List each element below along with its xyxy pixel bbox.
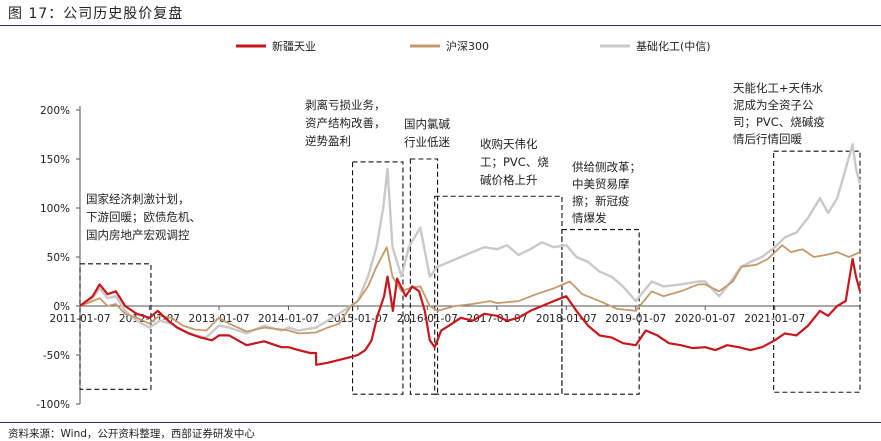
annotation-text: 工；PVC、烧: [480, 155, 549, 169]
price-history-chart: -100%-50%0%50%100%150%200%2011-01-07 2012…: [36, 39, 862, 411]
x-tick-label: 2021-01-07: [744, 313, 805, 325]
x-tick-label: 2015-01-07: [327, 313, 388, 325]
annotation-text: 情后行情回暖: [733, 132, 802, 146]
annotation-text: 逆势盈利: [305, 134, 351, 148]
annotation-box: [561, 229, 640, 395]
x-tick-label: 2014-01-07: [258, 313, 319, 325]
annotation-text: 司；PVC、烧碱疫: [733, 115, 825, 129]
series-line-xinjiang-tianye: [79, 257, 862, 366]
y-tick-label: 200%: [40, 105, 70, 117]
x-tick-label: 2016-01-07: [397, 313, 458, 325]
annotation-text: 资产结构改善，: [305, 116, 386, 130]
annotation-box: [409, 158, 439, 395]
y-tick-label: 100%: [40, 203, 70, 215]
annotation-text: 碱价格上升: [480, 173, 538, 187]
annotation-text: 收购天伟化: [480, 137, 538, 151]
annotation-text: 供给侧改革；: [572, 160, 641, 174]
legend: 新疆天业 沪深300 基础化工(中信): [236, 39, 711, 53]
annotation-text: 中美贸易摩: [572, 177, 630, 191]
annotation-box-layer: [79, 150, 861, 395]
series-line-hs300: [79, 244, 861, 335]
y-tick-label: 0%: [53, 301, 70, 313]
y-tick-label: 150%: [40, 154, 70, 166]
source-note: 资料来源：Wind，公开资料整理，西部证券研发中心: [8, 428, 255, 440]
source-rule: [0, 422, 881, 423]
title-rule: [0, 25, 881, 26]
y-tick-label: 50%: [47, 252, 70, 264]
figure-title: 图 17：公司历史股价复盘: [8, 6, 184, 22]
annotation-text: 国家经济刺激计划，: [86, 192, 190, 206]
legend-label: 新疆天业: [272, 39, 316, 53]
annotation-box: [434, 195, 563, 395]
annotation-text: 天能化工+天伟水: [733, 81, 824, 95]
x-tick-label: 2019-01-07: [605, 313, 666, 325]
axis-layer: -100%-50%0%50%100%150%200%2011-01-07 2012…: [36, 105, 860, 411]
annotation-box: [79, 263, 152, 390]
x-tick-label: 2020-01-07: [675, 313, 736, 325]
annotation-text: 行业低迷: [404, 135, 450, 149]
legend-label: 沪深300: [446, 39, 489, 53]
annotation-text: 擦；新冠疫: [572, 194, 630, 208]
x-tick-label: 2018-01-07: [536, 313, 597, 325]
annotation-box: [352, 161, 404, 395]
series-line-basic-chemicals: [79, 143, 862, 339]
annotation-box: [773, 150, 861, 393]
annotation-text: 国内房地产宏观调控: [86, 228, 190, 242]
series-layer: [79, 143, 862, 366]
annotation-text: 泥成为全资子公: [733, 98, 814, 112]
y-tick-label: -50%: [43, 350, 70, 362]
annotation-text-layer: 国家经济刺激计划， 下游回暖；欧债危机、国内房地产宏观调控 剥离亏损业务， 资产结构改…: [86, 81, 825, 242]
annotation-text: 剥离亏损业务，: [305, 98, 386, 112]
annotation-text: 国内氯碱: [404, 117, 450, 131]
legend-label: 基础化工(中信): [636, 39, 711, 53]
annotation-text: 情爆发: [572, 211, 607, 225]
y-tick-label: -100%: [36, 399, 70, 411]
annotation-text: 下游回暖；欧债危机、: [86, 210, 201, 224]
